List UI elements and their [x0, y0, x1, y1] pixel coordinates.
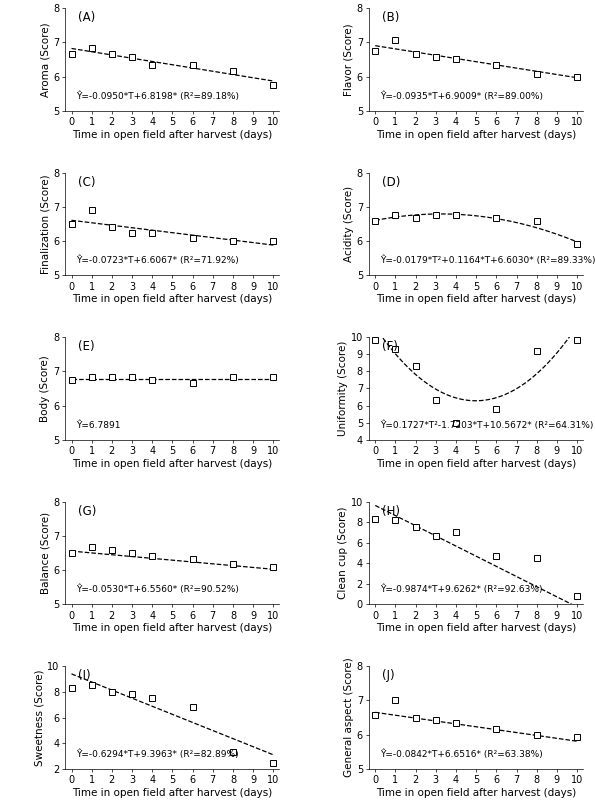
- Y-axis label: Uniformity (Score): Uniformity (Score): [338, 340, 348, 437]
- Text: Ŷ=-0.0935*T+6.9009* (R²=89.00%): Ŷ=-0.0935*T+6.9009* (R²=89.00%): [380, 91, 543, 101]
- Text: Ŷ=-0.0950*T+6.8198* (R²=89.18%): Ŷ=-0.0950*T+6.8198* (R²=89.18%): [76, 91, 239, 101]
- Text: Ŷ=6.7891: Ŷ=6.7891: [76, 421, 121, 429]
- X-axis label: Time in open field after harvest (days): Time in open field after harvest (days): [72, 459, 273, 469]
- Y-axis label: Balance (Score): Balance (Score): [40, 512, 50, 594]
- Text: Ŷ=-0.0530*T+6.5560* (R²=90.52%): Ŷ=-0.0530*T+6.5560* (R²=90.52%): [76, 585, 239, 594]
- Text: Ŷ=-0.0723*T+6.6067* (R²=71.92%): Ŷ=-0.0723*T+6.6067* (R²=71.92%): [76, 256, 239, 265]
- X-axis label: Time in open field after harvest (days): Time in open field after harvest (days): [72, 295, 273, 304]
- X-axis label: Time in open field after harvest (days): Time in open field after harvest (days): [376, 130, 577, 140]
- Text: Ŷ=-0.0179*T²+0.1164*T+6.6030* (R²=89.33%): Ŷ=-0.0179*T²+0.1164*T+6.6030* (R²=89.33%…: [380, 256, 595, 265]
- Text: (F): (F): [382, 340, 398, 353]
- X-axis label: Time in open field after harvest (days): Time in open field after harvest (days): [376, 623, 577, 634]
- Text: (A): (A): [79, 11, 96, 24]
- X-axis label: Time in open field after harvest (days): Time in open field after harvest (days): [376, 788, 577, 798]
- Text: (G): (G): [79, 505, 96, 517]
- Text: (B): (B): [382, 11, 399, 24]
- Text: (D): (D): [382, 175, 400, 188]
- Y-axis label: Body (Score): Body (Score): [40, 355, 50, 422]
- Text: Ŷ=0.1727*T²-1.7203*T+10.5672* (R²=64.31%): Ŷ=0.1727*T²-1.7203*T+10.5672* (R²=64.31%…: [380, 420, 593, 429]
- Y-axis label: Clean cup (Score): Clean cup (Score): [338, 507, 348, 599]
- Text: (I): (I): [79, 669, 91, 682]
- Text: (E): (E): [79, 340, 95, 353]
- X-axis label: Time in open field after harvest (days): Time in open field after harvest (days): [72, 130, 273, 140]
- Text: (C): (C): [79, 175, 96, 188]
- X-axis label: Time in open field after harvest (days): Time in open field after harvest (days): [376, 459, 577, 469]
- Text: Ŷ=-0.9874*T+9.6262* (R²=92.63%): Ŷ=-0.9874*T+9.6262* (R²=92.63%): [380, 585, 543, 594]
- Text: (H): (H): [382, 505, 400, 517]
- Y-axis label: Sweetness (Score): Sweetness (Score): [34, 670, 44, 766]
- Y-axis label: Aroma (Score): Aroma (Score): [40, 22, 50, 97]
- X-axis label: Time in open field after harvest (days): Time in open field after harvest (days): [72, 623, 273, 634]
- Y-axis label: Flavor (Score): Flavor (Score): [344, 23, 354, 96]
- Text: Ŷ=-0.6294*T+9.3963* (R²=82.89%): Ŷ=-0.6294*T+9.3963* (R²=82.89%): [76, 749, 239, 759]
- Y-axis label: Finalization (Score): Finalization (Score): [40, 174, 50, 274]
- Text: (J): (J): [382, 669, 394, 682]
- X-axis label: Time in open field after harvest (days): Time in open field after harvest (days): [376, 295, 577, 304]
- Y-axis label: Acidity (Score): Acidity (Score): [344, 186, 354, 262]
- X-axis label: Time in open field after harvest (days): Time in open field after harvest (days): [72, 788, 273, 798]
- Text: Ŷ=-0.0842*T+6.6516* (R²=63.38%): Ŷ=-0.0842*T+6.6516* (R²=63.38%): [380, 749, 543, 759]
- Y-axis label: General aspect (Score): General aspect (Score): [344, 658, 354, 778]
